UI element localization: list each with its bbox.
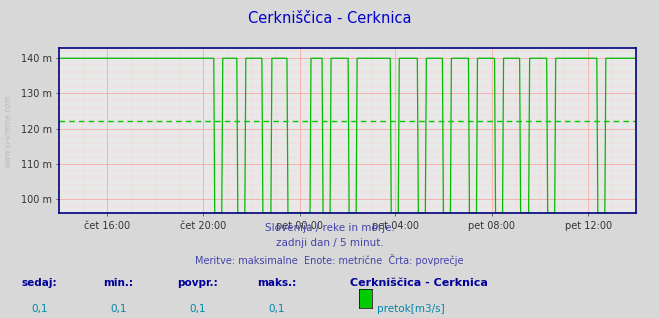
Text: min.:: min.: (103, 278, 134, 288)
Text: 0,1: 0,1 (268, 304, 285, 314)
Text: Meritve: maksimalne  Enote: metrične  Črta: povprečje: Meritve: maksimalne Enote: metrične Črta… (195, 254, 464, 266)
Text: Cerkniščica - Cerknica: Cerkniščica - Cerknica (349, 278, 488, 288)
Text: maks.:: maks.: (257, 278, 297, 288)
Text: Cerkniščica - Cerknica: Cerkniščica - Cerknica (248, 11, 411, 26)
Text: 0,1: 0,1 (110, 304, 127, 314)
Text: povpr.:: povpr.: (177, 278, 218, 288)
Text: sedaj:: sedaj: (22, 278, 57, 288)
Text: www.si-vreme.com: www.si-vreme.com (3, 94, 13, 167)
Text: zadnji dan / 5 minut.: zadnji dan / 5 minut. (275, 238, 384, 248)
Text: pretok[m3/s]: pretok[m3/s] (377, 304, 445, 314)
Text: 0,1: 0,1 (189, 304, 206, 314)
Text: 0,1: 0,1 (31, 304, 48, 314)
Text: Slovenija / reke in morje.: Slovenija / reke in morje. (264, 223, 395, 232)
